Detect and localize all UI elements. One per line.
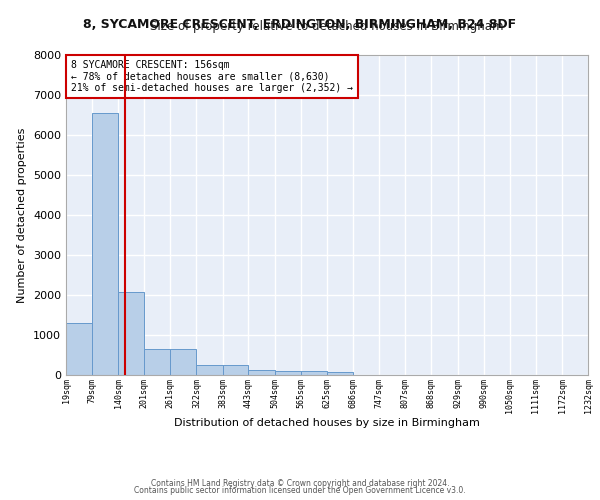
Text: 8 SYCAMORE CRESCENT: 156sqm
← 78% of detached houses are smaller (8,630)
21% of : 8 SYCAMORE CRESCENT: 156sqm ← 78% of det… — [71, 60, 353, 93]
Bar — [275, 370, 301, 375]
Bar — [170, 350, 196, 375]
Bar — [327, 372, 353, 375]
Bar — [66, 322, 92, 375]
Text: 8, SYCAMORE CRESCENT, ERDINGTON, BIRMINGHAM, B24 8DF: 8, SYCAMORE CRESCENT, ERDINGTON, BIRMING… — [83, 18, 517, 30]
Bar — [92, 113, 118, 375]
Bar — [196, 365, 223, 375]
Text: Contains HM Land Registry data © Crown copyright and database right 2024.: Contains HM Land Registry data © Crown c… — [151, 478, 449, 488]
Text: Contains public sector information licensed under the Open Government Licence v3: Contains public sector information licen… — [134, 486, 466, 495]
Title: Size of property relative to detached houses in Birmingham: Size of property relative to detached ho… — [150, 20, 504, 33]
Bar — [223, 366, 248, 375]
X-axis label: Distribution of detached houses by size in Birmingham: Distribution of detached houses by size … — [174, 418, 480, 428]
Y-axis label: Number of detached properties: Number of detached properties — [17, 128, 28, 302]
Bar — [145, 350, 170, 375]
Bar — [118, 292, 145, 375]
Bar — [248, 370, 275, 375]
Bar — [301, 371, 327, 375]
